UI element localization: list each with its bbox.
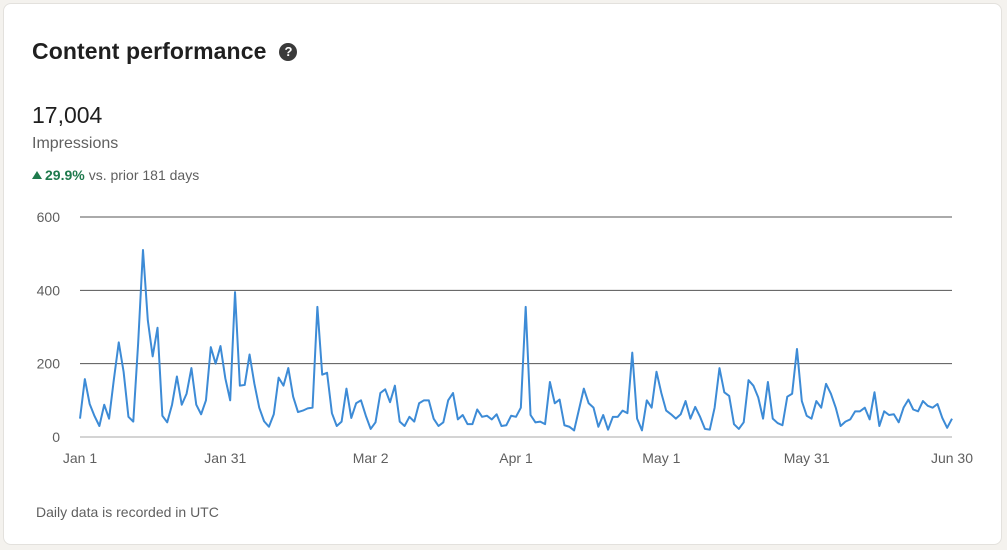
question-circle-icon[interactable]: ? xyxy=(279,42,298,61)
delta-row: 29.9% vs. prior 181 days xyxy=(32,167,199,183)
delta-value: 29.9% xyxy=(45,167,85,183)
title-row: Content performance ? xyxy=(32,38,298,65)
x-tick-label: Jan 1 xyxy=(63,450,97,466)
impressions-value: 17,004 xyxy=(32,102,103,128)
x-tick-label: Mar 2 xyxy=(353,450,389,466)
y-tick-label: 600 xyxy=(37,209,61,225)
x-tick-label: Jan 31 xyxy=(204,450,246,466)
y-tick-label: 0 xyxy=(52,429,60,445)
impressions-label: Impressions xyxy=(32,135,119,152)
y-tick-label: 200 xyxy=(37,356,61,372)
x-tick-label: May 1 xyxy=(642,450,680,466)
series-line-0 xyxy=(79,249,953,432)
content-performance-card: Content performance ? 17,004 Impressions… xyxy=(3,3,1002,545)
delta-text: vs. prior 181 days xyxy=(88,167,200,183)
card-title: Content performance xyxy=(32,38,267,64)
y-tick-label: 400 xyxy=(37,282,61,298)
x-tick-label: Jun 30 xyxy=(931,450,973,466)
utc-footnote: Daily data is recorded in UTC xyxy=(36,504,219,520)
arrow-up-icon xyxy=(32,171,42,179)
x-tick-label: Apr 1 xyxy=(499,450,533,466)
x-tick-label: May 31 xyxy=(784,450,830,466)
